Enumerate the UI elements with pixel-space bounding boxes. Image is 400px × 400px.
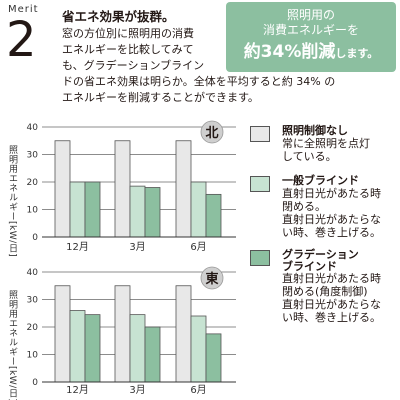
direction-badge-label: 北 [205,126,218,141]
bar [144,187,161,238]
callout-line: 消費エネルギーを [262,23,359,37]
legend-title: グラデーション [282,248,359,261]
direction-badge-label: 東 [205,271,218,287]
direction-badge [200,120,224,144]
legend-swatch [250,176,270,192]
body-line: も、グラデーションブライン [62,59,205,72]
bar [190,181,207,238]
callout-suffix: します。 [335,47,379,60]
merit-number: 2 [6,12,37,68]
legend-desc: 直射日光があたらな [282,213,381,226]
legend-title: ブラインド [282,260,337,273]
y-tick-label: 10 [27,206,39,216]
bar [205,333,222,383]
headline: 省エネ効果が抜群。 [62,9,175,24]
callout-box: 照明用の 消費エネルギーを 約34%削減します。 [226,2,396,72]
y-tick-label: 0 [32,378,38,388]
legend-title: 一般ブラインド [282,174,359,187]
bar [205,193,222,238]
legend-desc: い時、巻き上げる。 [282,226,381,239]
legend-desc: 直射日光があたる時 [282,187,381,200]
x-category-label: 6月 [190,241,206,253]
legend-desc: 閉める。 [282,200,326,213]
bar [114,140,131,238]
legend-desc: い時、巻き上げる。 [282,311,381,324]
callout-highlight: 約34%削減します。 [226,40,396,66]
body-line: ドの省エネ効果は明らか。全体を平均すると約 34% の [62,75,336,88]
callout-main: 約34%削減 [243,42,336,62]
legend-desc: 直射日光があたらな [282,298,381,311]
y-tick-label: 40 [27,268,39,278]
x-category-label: 12月 [66,384,89,396]
callout-line: 照明用の [286,8,335,22]
y-tick-label: 0 [32,233,38,243]
body-line: 窓の方位別に照明用の消費 [62,27,194,40]
bar [175,140,192,238]
body-line: エネルギーを削減することができます。 [62,91,259,104]
bar [114,285,131,383]
y-axis-label: 照明用エネルギー[kW/日] [7,290,18,400]
x-category-label: 3月 [129,241,145,253]
merit-label: Merit [8,4,39,15]
y-tick-label: 10 [27,351,39,361]
bar [69,310,86,383]
bar [175,285,192,383]
body-text: 窓の方位別に照明用の消費 エネルギーを比較してみて も、グラデーションブライン … [62,26,387,106]
bar [190,315,207,383]
bar [69,181,86,238]
direction-badge [200,266,224,290]
legend-desc: 閉める(角度制御) [282,285,368,298]
legend-desc: している。 [282,150,337,163]
bar [144,326,161,383]
legend-title: 照明制御なし [282,124,348,137]
y-tick-label: 20 [27,323,39,333]
bar [84,314,101,383]
x-category-label: 12月 [66,241,89,253]
y-axis-label: 照明用エネルギー[kW/日] [7,145,18,257]
legend-swatch [250,250,270,266]
body-line: エネルギーを比較してみて [62,43,194,56]
bar [54,285,71,383]
y-tick-label: 40 [27,123,39,133]
bar [129,185,146,238]
bar [129,314,146,383]
x-category-label: 6月 [190,384,206,396]
legend-desc: 常に全照明を点灯 [282,137,370,150]
bar [54,140,71,238]
bar [84,181,101,238]
y-tick-label: 30 [27,296,39,306]
legend-swatch [250,126,270,142]
y-tick-label: 30 [27,151,39,161]
y-tick-label: 20 [27,178,39,188]
legend-desc: 直射日光があたる時 [282,272,381,285]
x-category-label: 3月 [129,384,145,396]
